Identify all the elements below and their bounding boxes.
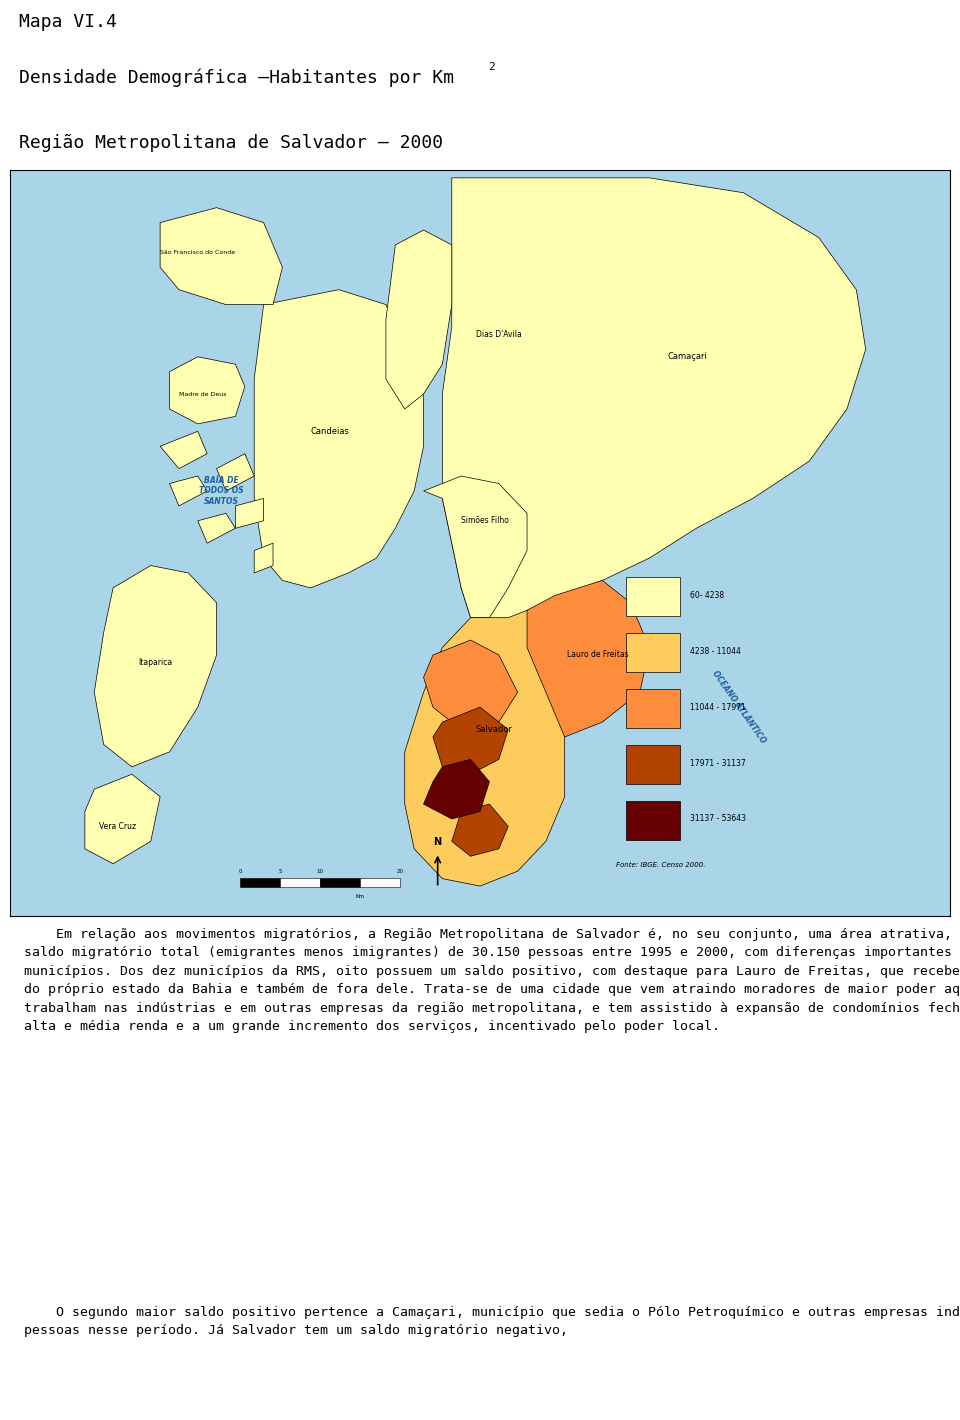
Polygon shape — [423, 476, 527, 618]
Text: Salvador: Salvador — [475, 726, 513, 734]
Polygon shape — [254, 544, 273, 572]
Text: 0: 0 — [238, 869, 242, 875]
Bar — [626, 578, 681, 616]
Text: 5: 5 — [278, 869, 282, 875]
Polygon shape — [170, 476, 207, 506]
Text: 2: 2 — [488, 62, 494, 72]
Polygon shape — [94, 565, 217, 767]
Polygon shape — [508, 581, 649, 737]
Bar — [626, 801, 681, 839]
Polygon shape — [235, 498, 264, 528]
Text: 11044 - 17971: 11044 - 17971 — [690, 703, 746, 711]
Text: Itaparica: Itaparica — [138, 657, 173, 667]
Text: 60- 4238: 60- 4238 — [690, 591, 724, 599]
Polygon shape — [423, 640, 517, 730]
Text: Mapa VI.4: Mapa VI.4 — [19, 13, 117, 31]
Bar — [240, 878, 280, 888]
Text: Candeias: Candeias — [310, 427, 348, 436]
Polygon shape — [423, 760, 490, 819]
Bar — [360, 878, 400, 888]
Text: 4238 - 11044: 4238 - 11044 — [690, 646, 741, 656]
Bar — [626, 746, 681, 784]
Text: 17971 - 31137: 17971 - 31137 — [690, 758, 746, 768]
Text: 31137 - 53643: 31137 - 53643 — [690, 815, 746, 824]
Bar — [280, 878, 320, 888]
Text: Densidade Demográfica –Habitantes por Km: Densidade Demográfica –Habitantes por Km — [19, 68, 454, 87]
Polygon shape — [160, 207, 282, 305]
Bar — [626, 689, 681, 728]
Text: Fonte: IBGE. Censo 2000.: Fonte: IBGE. Censo 2000. — [616, 862, 706, 869]
Text: O segundo maior saldo positivo pertence a Camaçari, município que sedia o Pólo P: O segundo maior saldo positivo pertence … — [24, 1305, 960, 1338]
Text: Vera Cruz: Vera Cruz — [99, 822, 136, 831]
Polygon shape — [217, 454, 254, 491]
Text: Região Metropolitana de Salvador – 2000: Região Metropolitana de Salvador – 2000 — [19, 133, 444, 152]
Text: 20: 20 — [396, 869, 403, 875]
Polygon shape — [84, 774, 160, 863]
Bar — [320, 878, 360, 888]
Polygon shape — [452, 804, 508, 856]
Text: N: N — [434, 838, 442, 848]
Text: Camaçari: Camaçari — [667, 352, 707, 361]
Polygon shape — [433, 707, 508, 774]
Text: BAÍA DE
TODOS OS
SANTOS: BAÍA DE TODOS OS SANTOS — [199, 476, 244, 506]
Text: 10: 10 — [317, 869, 324, 875]
Text: Dias D'Avila: Dias D'Avila — [476, 329, 521, 339]
Polygon shape — [160, 432, 207, 469]
Polygon shape — [443, 178, 866, 633]
Bar — [626, 633, 681, 672]
Text: Madre de Deus: Madre de Deus — [179, 392, 227, 396]
Text: Lauro de Freitas: Lauro de Freitas — [566, 650, 629, 659]
Text: Simões Filho: Simões Filho — [461, 517, 509, 525]
Polygon shape — [254, 290, 423, 588]
Text: OCEANO ATLÂNTICO: OCEANO ATLÂNTICO — [710, 669, 767, 746]
Text: Em relação aos movimentos migratórios, a Região Metropolitana de Salvador é, no : Em relação aos movimentos migratórios, a… — [24, 927, 960, 1034]
Polygon shape — [170, 356, 245, 423]
Text: São Francisco do Conde: São Francisco do Conde — [160, 250, 235, 256]
Polygon shape — [405, 611, 564, 886]
Polygon shape — [198, 513, 235, 544]
Polygon shape — [386, 230, 452, 409]
Text: Km: Km — [355, 895, 365, 899]
